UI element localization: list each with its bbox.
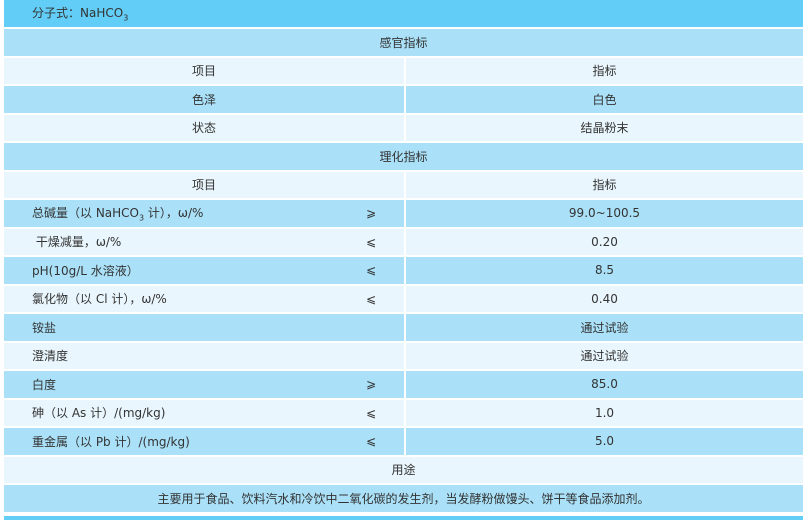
sensory-title: 感官指标 xyxy=(4,29,803,56)
item-cell: 重金属（以 Pb 计）/(mg/kg) xyxy=(32,434,190,449)
sensory-header: 项目 指标 xyxy=(4,57,803,84)
value-cell: 0.40 xyxy=(404,285,803,312)
value-cell: 99.0~100.5 xyxy=(404,200,803,227)
formula-row: 分子式：NaHCO3 xyxy=(4,0,803,27)
table-row: 重金属（以 Pb 计）/(mg/kg) ⩽ 5.0 xyxy=(4,428,803,455)
operator: ⩽ xyxy=(366,234,377,249)
operator: ⩽ xyxy=(366,291,377,306)
section-title: 用途 xyxy=(391,463,416,478)
table-row: 状态 结晶粉末 xyxy=(4,114,803,141)
table-row: 总碱量（以 NaHCO3 计），ω/% ⩾ 99.0~100.5 xyxy=(4,200,803,227)
formula-subscript: 3 xyxy=(123,13,129,23)
value-cell: 5.0 xyxy=(404,428,803,455)
item-text-tail: 计），ω/% xyxy=(144,206,204,221)
item-cell: 氯化物（以 Cl 计），ω/% xyxy=(32,292,167,307)
item-cell: 澄清度 xyxy=(32,349,69,364)
operator: ⩾ xyxy=(366,206,377,221)
usage-description: 主要用于食品、饮料汽水和冷饮中二氧化碳的发生剂，当发酵粉做馒头、饼干等食品添加剂… xyxy=(157,491,650,506)
value-cell: 1.0 xyxy=(404,399,803,426)
item-cell: pH(10g/L 水溶液） xyxy=(32,263,139,278)
operator: ⩽ xyxy=(366,434,377,449)
section-title: 感官指标 xyxy=(379,35,428,50)
value-cell: 通过试验 xyxy=(404,342,803,369)
value-cell: 白色 xyxy=(404,86,803,113)
table-row: pH(10g/L 水溶液） ⩽ 8.5 xyxy=(4,257,803,284)
physchem-header: 项目 指标 xyxy=(4,171,803,198)
table-row: 砷（以 As 计）/(mg/kg) ⩽ 1.0 xyxy=(4,399,803,426)
value-cell: 8.5 xyxy=(404,257,803,284)
item-cell: 总碱量（以 NaHCO3 计），ω/% xyxy=(32,204,203,222)
table-row: 澄清度 通过试验 xyxy=(4,342,803,369)
value-cell: 结晶粉末 xyxy=(404,114,803,141)
table-row: 铵盐 通过试验 xyxy=(4,314,803,341)
item-cell: 白度 xyxy=(32,377,57,392)
value-cell: 0.20 xyxy=(404,228,803,255)
usage-title: 用途 xyxy=(4,456,803,483)
item-cell: 色泽 xyxy=(191,92,216,107)
operator: ⩾ xyxy=(366,377,377,392)
item-cell: 砷（以 As 计）/(mg/kg) xyxy=(32,406,166,421)
item-cell: 铵盐 xyxy=(32,320,57,335)
section-title: 理化指标 xyxy=(379,149,428,164)
operator: ⩽ xyxy=(366,263,377,278)
bottom-divider xyxy=(4,516,803,520)
column-header-item: 项目 xyxy=(191,178,216,193)
item-cell: 状态 xyxy=(191,121,216,136)
spec-table: 分子式：NaHCO3 感官指标 项目 指标 色泽 白色 状态 结晶粉末 理化指标 项目… xyxy=(4,0,803,512)
usage-text: 主要用于食品、饮料汽水和冷饮中二氧化碳的发生剂，当发酵粉做馒头、饼干等食品添加剂… xyxy=(4,485,803,512)
item-subscript: 3 xyxy=(139,213,145,223)
table-row: 干燥减量，ω/% ⩽ 0.20 xyxy=(4,228,803,255)
value-cell: 85.0 xyxy=(404,371,803,398)
table-row: 色泽 白色 xyxy=(4,86,803,113)
column-header-index: 指标 xyxy=(404,57,803,84)
table-row: 白度 ⩾ 85.0 xyxy=(4,371,803,398)
value-cell: 通过试验 xyxy=(404,314,803,341)
column-header-item: 项目 xyxy=(191,64,216,79)
item-text: 总碱量（以 NaHCO xyxy=(32,206,139,221)
physchem-title: 理化指标 xyxy=(4,143,803,170)
column-header-index: 指标 xyxy=(404,171,803,198)
operator: ⩽ xyxy=(366,405,377,420)
formula-label: 分子式：NaHCO xyxy=(32,6,124,21)
table-row: 氯化物（以 Cl 计），ω/% ⩽ 0.40 xyxy=(4,285,803,312)
item-cell: 干燥减量，ω/% xyxy=(32,235,122,250)
